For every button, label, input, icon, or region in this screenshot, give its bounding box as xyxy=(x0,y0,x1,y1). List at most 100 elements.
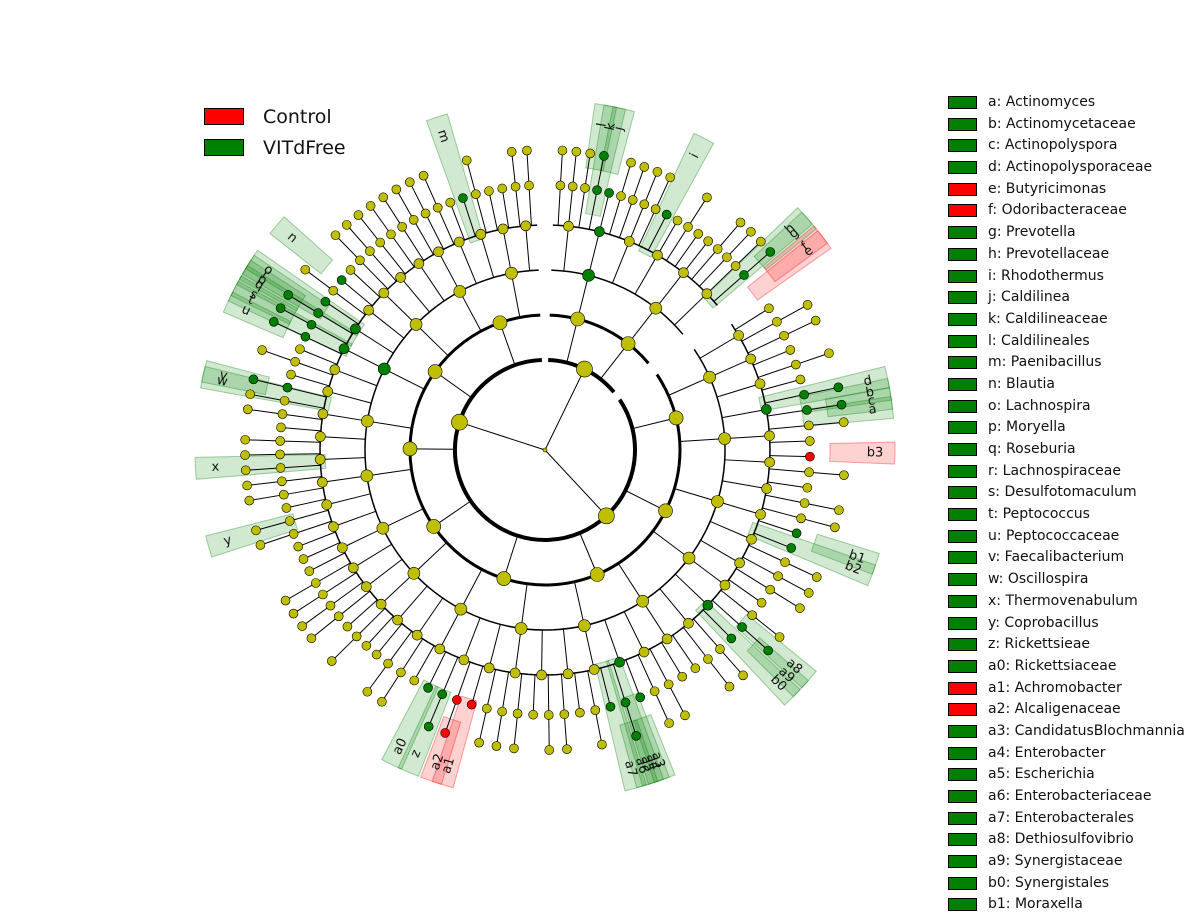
tree-node xyxy=(558,146,567,155)
taxa-legend-label: a: Actinomyces xyxy=(988,93,1095,111)
tree-edge xyxy=(248,409,283,414)
taxa-legend-item: b0: Synergistales xyxy=(948,874,1200,896)
tree-edge xyxy=(618,563,642,601)
tree-node xyxy=(256,540,265,549)
tree-edge xyxy=(770,456,810,457)
tree-edge xyxy=(330,582,362,605)
taxa-legend-swatch xyxy=(948,898,977,911)
taxa-legend-swatch xyxy=(948,551,977,564)
taxa-legend-swatch xyxy=(948,638,977,651)
tree-node xyxy=(775,633,784,642)
taxa-legend-item: d: Actinopolysporaceae xyxy=(948,158,1200,180)
tree-node xyxy=(377,697,386,706)
tree-edge xyxy=(496,712,502,747)
tree-node xyxy=(507,147,516,156)
tree-edge xyxy=(428,652,446,688)
tree-node xyxy=(673,216,682,225)
tree-edge xyxy=(717,501,760,514)
tree-edge xyxy=(511,273,519,317)
taxa-legend-label: a1: Achromobacter xyxy=(988,679,1122,697)
tree-node xyxy=(286,370,295,379)
tree-node xyxy=(282,503,291,512)
tree-node xyxy=(318,590,327,599)
taxa-legend-item: v: Faecalibacterium xyxy=(948,548,1200,570)
taxa-legend-label: e: Butyricimonas xyxy=(988,180,1106,198)
tree-node xyxy=(543,448,547,452)
tree-node xyxy=(323,386,333,396)
tree-node xyxy=(746,354,756,364)
tree-node xyxy=(424,722,433,731)
tree-edge xyxy=(383,197,402,226)
taxa-legend-label: o: Lachnospira xyxy=(988,397,1091,415)
tree-node xyxy=(735,558,745,568)
taxa-legend-swatch xyxy=(948,183,977,196)
tree-edge xyxy=(327,494,371,505)
tree-node xyxy=(348,563,358,573)
tree-node xyxy=(498,707,507,716)
tree-node xyxy=(734,330,744,340)
tree-edge xyxy=(644,172,657,204)
tree-node xyxy=(329,286,338,295)
tree-node xyxy=(392,185,401,194)
taxa-legend-item: a1: Achromobacter xyxy=(948,679,1200,701)
taxa-legend-item: z: Rickettsieae xyxy=(948,635,1200,657)
tree-node xyxy=(805,452,814,461)
taxa-legend-swatch xyxy=(948,682,977,695)
tree-edge xyxy=(638,655,655,691)
tree-node xyxy=(805,468,814,477)
group-legend-label: Control xyxy=(263,105,332,129)
tree-node xyxy=(412,630,422,640)
tree-node xyxy=(680,711,689,720)
tree-edge xyxy=(457,662,470,700)
tree-node xyxy=(455,603,467,615)
tree-node xyxy=(396,668,405,677)
taxa-legend-label: s: Desulfotomaculum xyxy=(988,483,1137,501)
tree-node xyxy=(653,167,662,176)
tree-node xyxy=(650,302,662,314)
taxa-legend-swatch xyxy=(948,747,977,760)
taxa-legend-swatch xyxy=(948,486,977,499)
tree-node xyxy=(366,201,375,210)
tree-edge xyxy=(643,601,667,639)
tree-edge xyxy=(442,657,458,694)
taxa-legend-label: y: Coprobacillus xyxy=(988,614,1099,632)
tree-edge xyxy=(801,518,835,527)
tree-node xyxy=(811,316,820,325)
tree-edge xyxy=(286,499,325,508)
tree-node xyxy=(562,745,571,754)
taxa-legend-item: h: Prevotellaceae xyxy=(948,245,1200,267)
taxa-legend-swatch xyxy=(948,139,977,152)
tree-edge xyxy=(684,241,709,273)
tree-node xyxy=(515,622,527,634)
tree-node xyxy=(291,357,300,366)
taxa-legend-item: a4: Enterobacter xyxy=(948,744,1200,766)
taxa-legend-label: b1: Moraxella xyxy=(988,895,1083,913)
tree-node xyxy=(764,646,773,655)
tree-node xyxy=(421,209,430,218)
clade-highlight xyxy=(830,442,895,464)
tree-node xyxy=(545,745,554,754)
tree-edge xyxy=(735,308,769,329)
taxa-legend-swatch xyxy=(948,768,977,781)
tree-edge xyxy=(401,639,423,673)
tree-node xyxy=(583,269,595,281)
tree-node xyxy=(376,238,385,247)
tree-edge xyxy=(360,260,388,289)
tree-edge xyxy=(675,574,708,605)
taxa-legend-label: a2: Alcaligenaceae xyxy=(988,700,1121,718)
tree-edge xyxy=(675,234,698,267)
tree-edge xyxy=(347,600,377,627)
tree-edge xyxy=(722,409,766,417)
tree-node xyxy=(331,231,340,240)
group-legend-label: VITdFree xyxy=(263,136,346,160)
tree-node xyxy=(766,585,775,594)
taxa-legend-item: c: Actinopolyspora xyxy=(948,136,1200,158)
tree-node xyxy=(571,312,585,326)
taxa-legend-swatch xyxy=(948,617,977,630)
tree-node xyxy=(639,647,649,657)
tree-node xyxy=(560,710,569,719)
tree-edge xyxy=(282,477,322,482)
tree-node xyxy=(281,596,290,605)
tree-edge xyxy=(384,369,424,389)
taxa-legend-item: j: Caldilinea xyxy=(948,288,1200,310)
